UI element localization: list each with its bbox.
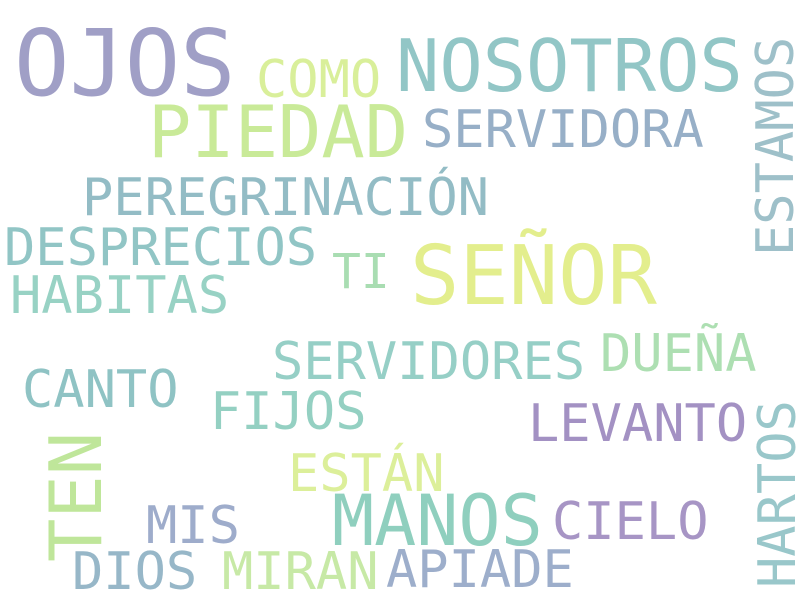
word-levanto: LEVANTO bbox=[528, 394, 748, 454]
word-manos: MANOS bbox=[332, 480, 543, 562]
word-desprecios: DESPRECIOS bbox=[4, 218, 318, 278]
word-nosotros: NOSOTROS bbox=[396, 24, 743, 108]
word-ojos: OJOS bbox=[14, 10, 236, 117]
word-apiade: APIADE bbox=[386, 540, 574, 600]
word-servidora: SERVIDORA bbox=[422, 100, 704, 160]
word-piedad: PIEDAD bbox=[148, 90, 409, 174]
word-estan: ESTÁN bbox=[288, 444, 445, 504]
word-cielo: CIELO bbox=[552, 492, 709, 552]
word-mis: MIS bbox=[146, 496, 240, 556]
word-miran: MIRAN bbox=[222, 542, 379, 600]
word-hartos: HARTOS bbox=[748, 400, 800, 588]
word-estamos: ESTAMOS bbox=[746, 36, 800, 256]
word-como: COMO bbox=[256, 50, 382, 110]
word-senor: SEÑOR bbox=[410, 229, 657, 324]
word-duena: DUEÑA bbox=[600, 324, 757, 384]
word-ti: TI bbox=[332, 244, 390, 300]
word-habitas: HABITAS bbox=[10, 266, 230, 326]
word-ten: TEN bbox=[34, 431, 118, 562]
word-canto: CANTO bbox=[22, 360, 179, 420]
word-fijos: FIJOS bbox=[210, 382, 367, 442]
word-dios: DIOS bbox=[72, 542, 198, 600]
word-servidores: SERVIDORES bbox=[272, 332, 586, 392]
word-peregrinacion: PEREGRINACIÓN bbox=[82, 168, 489, 228]
